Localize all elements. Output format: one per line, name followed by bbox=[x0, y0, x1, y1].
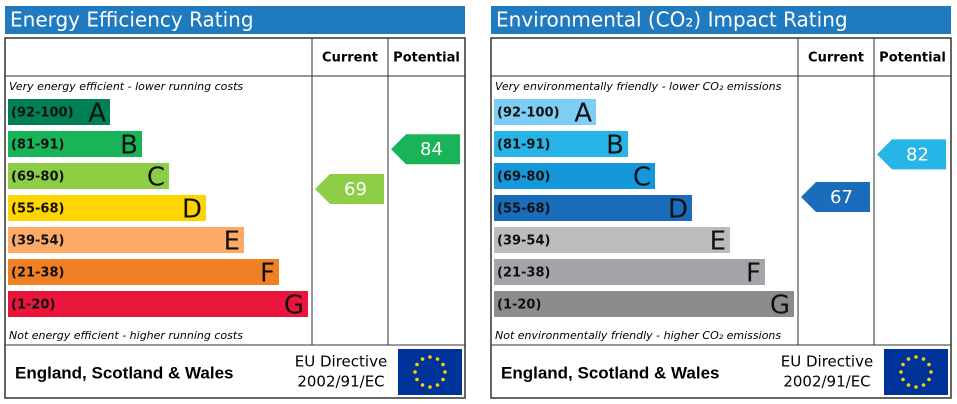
band-range: (55-68) bbox=[497, 202, 550, 217]
panel-title: Energy Efficiency Rating bbox=[10, 8, 254, 32]
band-range: (39-54) bbox=[497, 234, 550, 249]
directive: 2002/91/EC bbox=[297, 373, 384, 391]
band-range: (69-80) bbox=[497, 170, 550, 185]
panel-frame bbox=[490, 37, 952, 399]
rating-value: 67 bbox=[830, 187, 853, 208]
rating-arrow bbox=[801, 182, 870, 212]
band-letter: C bbox=[633, 163, 651, 193]
title-bar bbox=[5, 6, 465, 34]
eu-star bbox=[921, 383, 926, 387]
eu-star bbox=[428, 355, 432, 359]
top-note: Very energy efficient - lower running co… bbox=[9, 80, 243, 93]
band-bar bbox=[8, 195, 206, 221]
band-letter: G bbox=[284, 291, 304, 321]
band-bar bbox=[8, 99, 110, 125]
eu-star bbox=[921, 357, 926, 361]
band-letter: G bbox=[770, 291, 790, 321]
rating-arrow bbox=[391, 134, 460, 165]
column-header: Potential bbox=[393, 51, 460, 66]
band-letter: E bbox=[710, 227, 726, 257]
band-letter: C bbox=[147, 163, 165, 193]
eu-star bbox=[441, 362, 445, 367]
band-letter: B bbox=[120, 131, 138, 161]
band-letter: E bbox=[224, 227, 240, 257]
top-note: Very environmentally friendly - lower CO… bbox=[495, 80, 782, 93]
title-bar bbox=[491, 6, 951, 34]
band-bar bbox=[494, 195, 692, 221]
footer-region: England, Scotland & Wales bbox=[15, 363, 234, 382]
band-range: (92-100) bbox=[11, 106, 74, 121]
eu-star bbox=[441, 377, 445, 382]
band-letter: A bbox=[88, 99, 106, 129]
eu-star bbox=[435, 357, 440, 361]
panel-frame bbox=[4, 37, 466, 399]
band-range: (1-20) bbox=[497, 298, 541, 313]
band-letter: F bbox=[260, 259, 275, 289]
band-bar bbox=[8, 291, 308, 317]
column-header: Current bbox=[808, 51, 864, 66]
band-range: (92-100) bbox=[497, 106, 560, 121]
eu-star bbox=[906, 383, 911, 387]
eu-star bbox=[413, 370, 417, 374]
bottom-note: Not energy efficient - higher running co… bbox=[9, 329, 243, 342]
rating-value: 69 bbox=[344, 179, 367, 200]
band-bar bbox=[8, 227, 244, 253]
column-header: Potential bbox=[879, 51, 946, 66]
directive: EU Directive bbox=[781, 353, 873, 371]
bottom-note: Not environmentally friendly - higher CO… bbox=[495, 329, 781, 342]
panel-title: Environmental (CO₂) Impact Rating bbox=[496, 8, 848, 32]
band-bar bbox=[8, 131, 142, 157]
eu-star bbox=[927, 377, 931, 382]
band-range: (81-91) bbox=[497, 138, 550, 153]
eu-star bbox=[906, 357, 911, 361]
eu-star bbox=[901, 377, 905, 382]
eu-star bbox=[929, 370, 933, 374]
band-bar bbox=[8, 163, 169, 189]
eu-star bbox=[443, 370, 447, 374]
band-bar bbox=[494, 163, 655, 189]
band-range: (1-20) bbox=[11, 298, 55, 313]
eu-star bbox=[927, 362, 931, 367]
band-bar bbox=[494, 291, 794, 317]
band-range: (21-38) bbox=[11, 266, 64, 281]
eu-star bbox=[428, 385, 432, 389]
directive: EU Directive bbox=[295, 353, 387, 371]
band-range: (55-68) bbox=[11, 202, 64, 217]
eu-star bbox=[420, 357, 425, 361]
band-bar bbox=[494, 259, 765, 285]
band-range: (81-91) bbox=[11, 138, 64, 153]
band-letter: F bbox=[746, 259, 761, 289]
eu-star bbox=[415, 377, 419, 382]
eu-star bbox=[914, 385, 918, 389]
rating-arrow bbox=[315, 174, 384, 204]
eu-star bbox=[435, 383, 440, 387]
band-range: (21-38) bbox=[497, 266, 550, 281]
eu-star bbox=[420, 383, 425, 387]
band-letter: D bbox=[668, 195, 688, 225]
eu-star bbox=[899, 370, 903, 374]
eu-star bbox=[901, 362, 905, 367]
band-bar bbox=[494, 131, 628, 157]
eu-star bbox=[415, 362, 419, 367]
directive: 2002/91/EC bbox=[783, 373, 870, 391]
rating-value: 84 bbox=[420, 139, 443, 160]
band-letter: D bbox=[182, 195, 202, 225]
band-letter: A bbox=[574, 99, 592, 129]
rating-value: 82 bbox=[906, 144, 929, 165]
band-range: (69-80) bbox=[11, 170, 64, 185]
band-range: (39-54) bbox=[11, 234, 64, 249]
column-header: Current bbox=[322, 51, 378, 66]
band-bar bbox=[494, 227, 730, 253]
band-bar bbox=[8, 259, 279, 285]
band-letter: B bbox=[606, 131, 624, 161]
band-bar bbox=[494, 99, 596, 125]
eu-star bbox=[914, 355, 918, 359]
footer-region: England, Scotland & Wales bbox=[501, 363, 720, 382]
rating-arrow bbox=[877, 139, 946, 170]
